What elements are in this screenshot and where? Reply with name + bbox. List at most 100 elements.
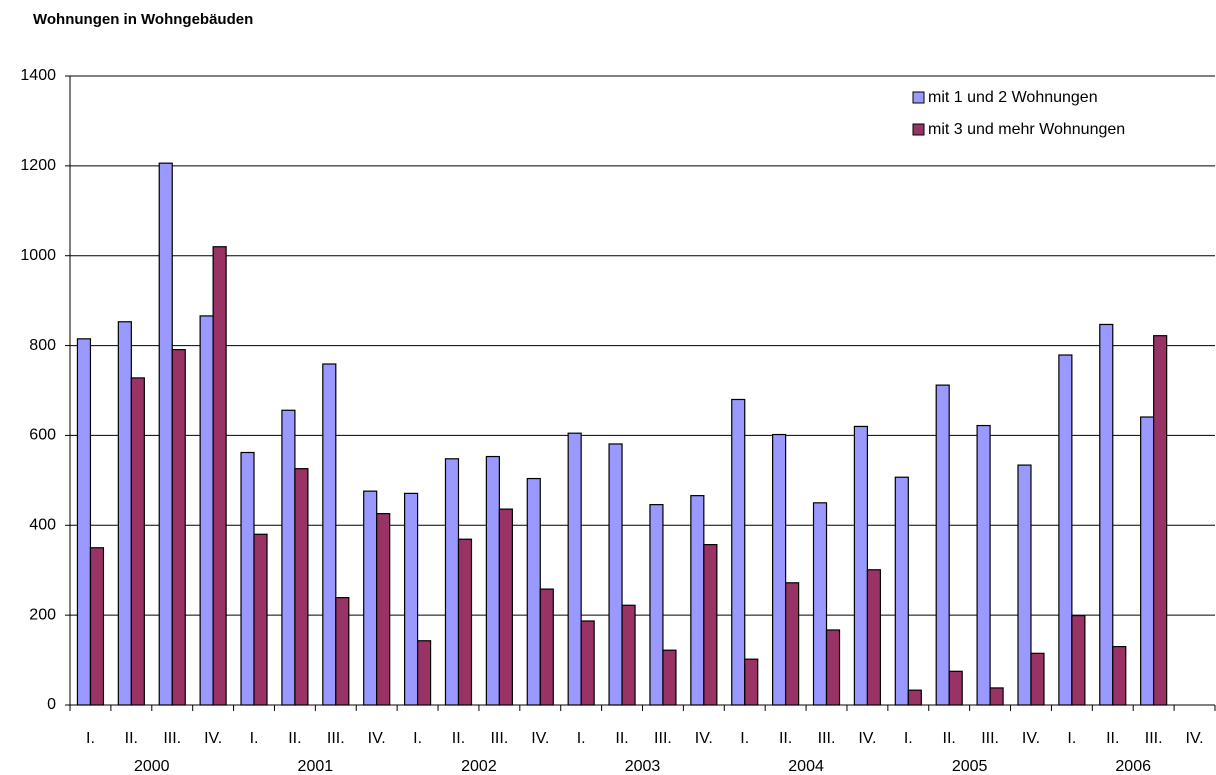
bar	[621, 604, 636, 706]
bar	[130, 377, 145, 706]
bar	[539, 588, 554, 706]
x-tick-label: I.	[413, 730, 422, 747]
bar	[117, 321, 132, 706]
x-group-label: 2005	[952, 758, 988, 775]
bar	[935, 384, 950, 706]
bar	[608, 443, 623, 706]
legend-label: mit 1 und 2 Wohnungen	[928, 89, 1098, 106]
bar	[894, 476, 909, 706]
bar	[89, 547, 105, 706]
bar	[1058, 354, 1073, 706]
bar	[322, 363, 337, 706]
x-tick-label: IV.	[204, 730, 222, 747]
bar	[703, 544, 718, 706]
bar	[158, 162, 173, 706]
legend-swatch	[912, 123, 925, 136]
bar	[690, 495, 705, 706]
bar	[240, 451, 255, 706]
bar	[785, 582, 800, 706]
bar	[772, 433, 787, 706]
bar	[731, 398, 746, 706]
x-tick-label: II.	[1106, 730, 1119, 747]
x-tick-label: III.	[490, 730, 508, 747]
y-tick-label: 1400	[20, 67, 56, 84]
x-tick-label: IV.	[1186, 730, 1204, 747]
x-tick-label: II.	[943, 730, 956, 747]
bar	[567, 432, 582, 706]
y-tick-label: 0	[47, 696, 56, 713]
bar	[294, 468, 309, 706]
y-tick-label: 1000	[20, 247, 56, 264]
y-tick-label: 400	[29, 517, 56, 534]
legend-label: mit 3 und mehr Wohnungen	[928, 121, 1125, 138]
x-tick-label: IV.	[695, 730, 713, 747]
x-tick-label: III.	[981, 730, 999, 747]
y-tick-label: 1200	[20, 157, 56, 174]
bar	[281, 409, 296, 706]
bar	[825, 629, 841, 706]
bar	[1099, 323, 1114, 706]
x-tick-label: II.	[288, 730, 301, 747]
bar	[498, 508, 513, 706]
y-tick-label: 200	[29, 606, 56, 623]
x-group-label: 2002	[461, 758, 497, 775]
x-tick-label: IV.	[531, 730, 549, 747]
x-group-label: 2000	[134, 758, 170, 775]
bar	[376, 513, 391, 706]
bar	[1030, 652, 1045, 706]
bar	[1112, 645, 1127, 706]
x-tick-label: II.	[779, 730, 792, 747]
x-tick-label: II.	[615, 730, 628, 747]
y-tick-label: 600	[29, 427, 56, 444]
bar	[853, 425, 869, 706]
legend-swatch	[912, 91, 925, 104]
bar	[948, 670, 963, 706]
bar	[1153, 335, 1168, 706]
bar	[1071, 614, 1086, 706]
bar	[744, 658, 759, 706]
x-tick-label: I.	[740, 730, 749, 747]
bar	[485, 455, 500, 706]
x-tick-label: IV.	[858, 730, 876, 747]
x-tick-label: III.	[327, 730, 345, 747]
bar	[907, 689, 922, 706]
x-tick-label: I.	[904, 730, 913, 747]
x-tick-label: IV.	[368, 730, 386, 747]
bar	[580, 620, 595, 706]
bar	[649, 504, 664, 706]
chart-title: Wohnungen in Wohngebäuden	[33, 11, 253, 28]
bar	[866, 569, 882, 706]
bar	[253, 533, 268, 706]
bar	[662, 649, 677, 706]
bar	[199, 315, 214, 706]
bar	[457, 538, 473, 706]
y-tick-label: 800	[29, 337, 56, 354]
x-group-label: 2004	[788, 758, 824, 775]
bar	[989, 687, 1004, 706]
x-tick-label: II.	[452, 730, 465, 747]
x-tick-label: I.	[250, 730, 259, 747]
bar	[526, 477, 541, 706]
bar	[335, 597, 350, 706]
x-tick-label: III.	[654, 730, 672, 747]
x-tick-label: III.	[163, 730, 181, 747]
bar	[171, 349, 186, 706]
bar	[976, 424, 991, 706]
bar	[1017, 464, 1032, 706]
bar	[76, 338, 92, 706]
bar	[363, 490, 378, 706]
x-tick-label: I.	[86, 730, 95, 747]
x-group-label: 2006	[1115, 758, 1151, 775]
x-group-label: 2003	[625, 758, 661, 775]
x-tick-label: II.	[125, 730, 138, 747]
x-tick-label: IV.	[1022, 730, 1040, 747]
bar	[812, 502, 828, 706]
x-tick-label: I.	[577, 730, 586, 747]
x-tick-label: III.	[818, 730, 836, 747]
bar	[444, 458, 460, 706]
x-tick-label: I.	[1067, 730, 1076, 747]
bar	[403, 492, 419, 706]
bar	[416, 640, 432, 706]
x-group-label: 2001	[298, 758, 334, 775]
